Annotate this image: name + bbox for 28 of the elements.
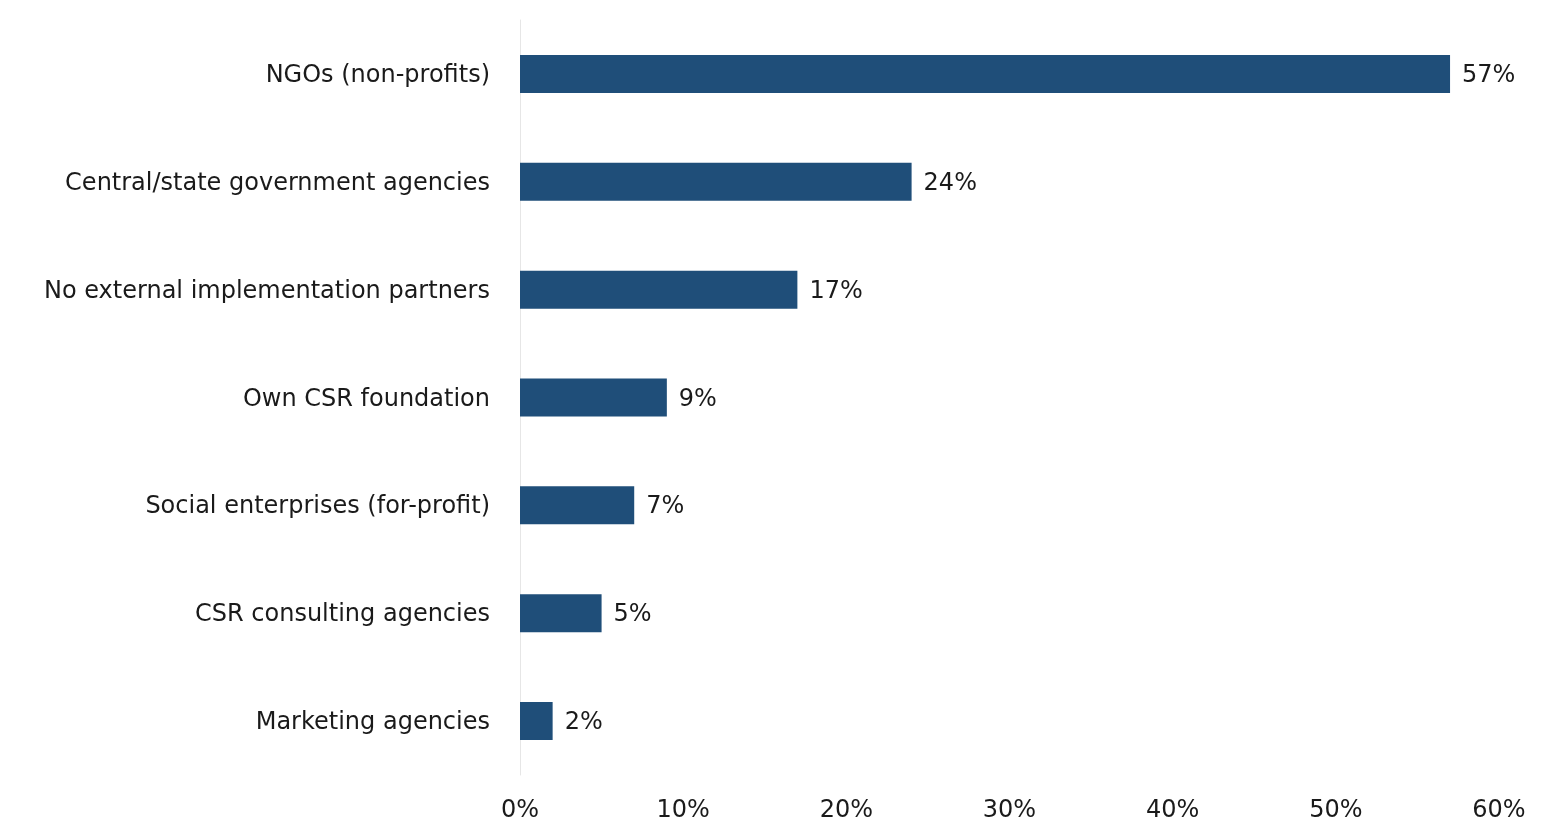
- y-tick-label: Social enterprises (for-profit): [145, 491, 490, 520]
- data-label: 17%: [809, 275, 863, 304]
- x-tick-label: 40%: [1145, 795, 1200, 823]
- x-tick-label: 60%: [1472, 795, 1526, 823]
- y-tick-label: No external implementation partners: [43, 275, 490, 304]
- y-tick-label: Central/state government agencies: [65, 167, 490, 196]
- data-label: 5%: [613, 599, 652, 628]
- y-tick-label: NGOs (non-profits): [265, 59, 490, 88]
- data-label: 57%: [1462, 59, 1516, 88]
- bar: [520, 594, 602, 633]
- bar: [520, 162, 912, 201]
- bar: [520, 54, 1451, 93]
- bar: [520, 378, 667, 417]
- y-tick-label: CSR consulting agencies: [195, 599, 490, 628]
- bar: [520, 270, 798, 309]
- x-tick-label: 30%: [982, 795, 1037, 823]
- x-tick-label: 10%: [656, 795, 710, 823]
- data-label: 24%: [923, 167, 977, 196]
- x-tick-label: 0%: [500, 795, 540, 823]
- y-tick-label: Marketing agencies: [255, 707, 490, 736]
- x-tick-label: 50%: [1309, 795, 1363, 823]
- data-label: 9%: [678, 383, 717, 412]
- data-label: 7%: [646, 491, 685, 520]
- data-label: 2%: [564, 707, 603, 736]
- bar: [520, 486, 635, 525]
- y-tick-label: Own CSR foundation: [242, 383, 490, 412]
- x-tick-label: 20%: [819, 795, 874, 823]
- bar: [520, 702, 553, 741]
